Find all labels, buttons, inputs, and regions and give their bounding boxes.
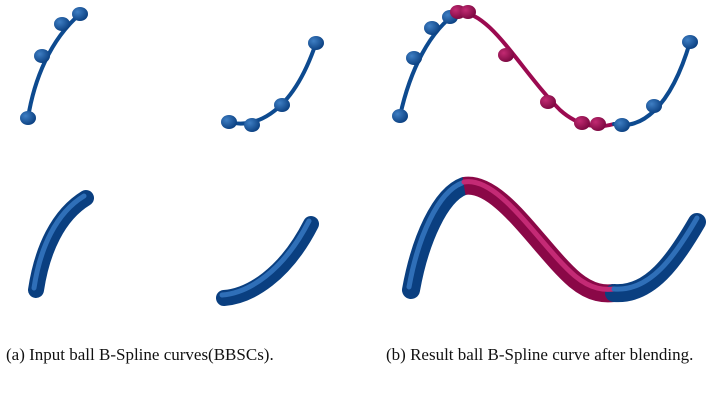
input-skeletons [28,14,316,124]
result-skeleton [400,12,690,126]
caption: (a) Input ball B-Spline curves(BBSCs). [6,343,346,367]
input-tubes [34,196,311,298]
caption: (b) Result ball B-Spline curve after ble… [386,343,710,367]
figure: (a) Input ball B-Spline curves(BBSCs). (… [0,0,713,396]
figure-art [0,0,713,330]
input-balls [20,7,324,132]
result-tube [409,182,697,294]
